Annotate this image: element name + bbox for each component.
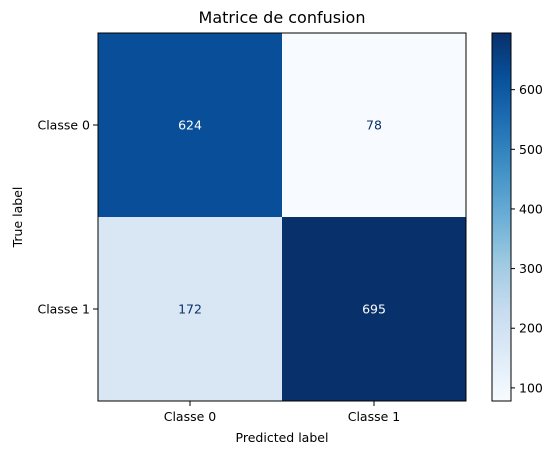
colorbar-tick-label: 600 (519, 82, 543, 97)
y-tick-label: Classe 1 (37, 302, 90, 317)
colorbar-tick-label: 300 (519, 261, 543, 276)
chart-title: Matrice de confusion (199, 8, 366, 27)
y-axis-ticks: Classe 0 Classe 1 (37, 118, 98, 317)
colorbar-tick-label: 400 (519, 201, 543, 216)
plot-frame (97, 32, 467, 402)
cell-value-label: 78 (366, 118, 382, 133)
colorbar-ticks: 100 200 300 400 500 600 (511, 82, 543, 395)
y-tick-label: Classe 0 (37, 118, 90, 133)
heatmap-cell (282, 217, 466, 401)
cell-value-label: 624 (178, 118, 202, 133)
x-axis-ticks: Classe 0 Classe 1 (164, 401, 401, 424)
colorbar: 100 200 300 400 500 600 (491, 32, 543, 402)
colorbar-tick-label: 500 (519, 142, 543, 157)
y-axis-label: True label (10, 187, 25, 249)
heatmap-cell (98, 33, 282, 217)
heatmap-cell (98, 217, 282, 401)
colorbar-tick-label: 200 (519, 321, 543, 336)
heatmap-cell (282, 33, 466, 217)
heatmap-cells: 624 78 172 695 (98, 33, 466, 401)
colorbar-tick-label: 100 (519, 380, 543, 395)
cell-value-label: 695 (362, 302, 386, 317)
x-axis-label: Predicted label (236, 430, 329, 445)
x-tick-label: Classe 1 (348, 409, 401, 424)
x-tick-label: Classe 0 (164, 409, 217, 424)
colorbar-frame (491, 32, 512, 402)
cell-value-label: 172 (178, 302, 202, 317)
colorbar-gradient (492, 33, 511, 401)
